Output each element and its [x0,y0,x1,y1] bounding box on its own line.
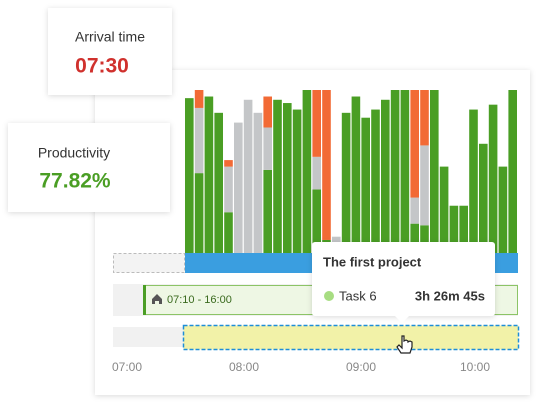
arrival-label: Arrival time [75,29,145,45]
offline-slot [113,253,185,273]
activity-segment [420,225,429,253]
activity-segment [381,99,390,253]
home-icon [152,294,162,304]
activity-segment [361,117,370,254]
activity-segment [283,103,292,253]
activity-segment [263,127,272,170]
time-label: 08:00 [229,360,259,374]
activity-segment [273,99,282,253]
activity-segment [312,189,321,253]
activity-segment [224,166,233,213]
activity-segment [312,156,321,190]
activity-segment [253,112,263,253]
productivity-label: Productivity [38,145,110,161]
activity-segment [410,223,419,253]
activity-segment [449,205,459,253]
activity-segment [420,90,429,146]
task-duration: 3h 26m 45s [415,288,485,303]
time-label: 09:00 [346,360,376,374]
activity-segment [351,96,361,254]
activity-segment [459,205,468,253]
activity-segment [302,90,312,253]
time-label: 07:00 [112,360,142,374]
selection-range[interactable] [182,324,520,351]
activity-segment [292,109,302,253]
activity-segment [204,96,214,254]
activity-segment [439,166,449,253]
task-dot [324,291,334,301]
activity-segment [498,166,508,253]
activity-segment [263,96,272,128]
tooltip-box [312,242,495,316]
productivity-card [8,123,170,212]
activity-segment [214,112,223,253]
activity-segment [469,109,478,253]
time-label: 10:00 [460,360,490,374]
activity-segment [488,104,498,253]
activity-segment [479,143,488,253]
cursor [396,335,413,354]
activity-segment [390,90,400,253]
tooltip-title: The first project [323,254,422,269]
productivity-value: 77.82% [39,170,111,193]
activity-segment [185,98,194,254]
activity-segment [194,173,204,253]
activity-segment [508,90,517,253]
arrival-value: 07:30 [75,55,129,78]
shift-label: 07:10 - 16:00 [167,294,232,306]
shift-marker [143,285,146,315]
activity-segment [234,122,243,253]
arrival-card [48,8,172,95]
activity-segment [312,90,321,157]
activity-segment [243,99,253,253]
activity-segment [224,212,233,253]
activity-segment [194,107,204,174]
activity-segment [410,197,419,224]
activity-segment [420,145,429,226]
task-name: Task 6 [339,288,377,303]
activity-segment [263,169,272,253]
tooltip: The first project Task 6 3h 26m 45s [312,242,495,323]
activity-segment [224,160,233,167]
activity-segment [400,90,410,253]
tooltip-arrow [395,316,409,323]
activity-segment [341,112,351,253]
activity-segment [371,109,380,253]
activity-segment [410,90,419,198]
time-axis: 07:00 08:00 09:00 10:00 [112,360,490,374]
activity-segment [322,90,331,240]
activity-segment [430,90,439,253]
activity-segment [194,90,204,108]
